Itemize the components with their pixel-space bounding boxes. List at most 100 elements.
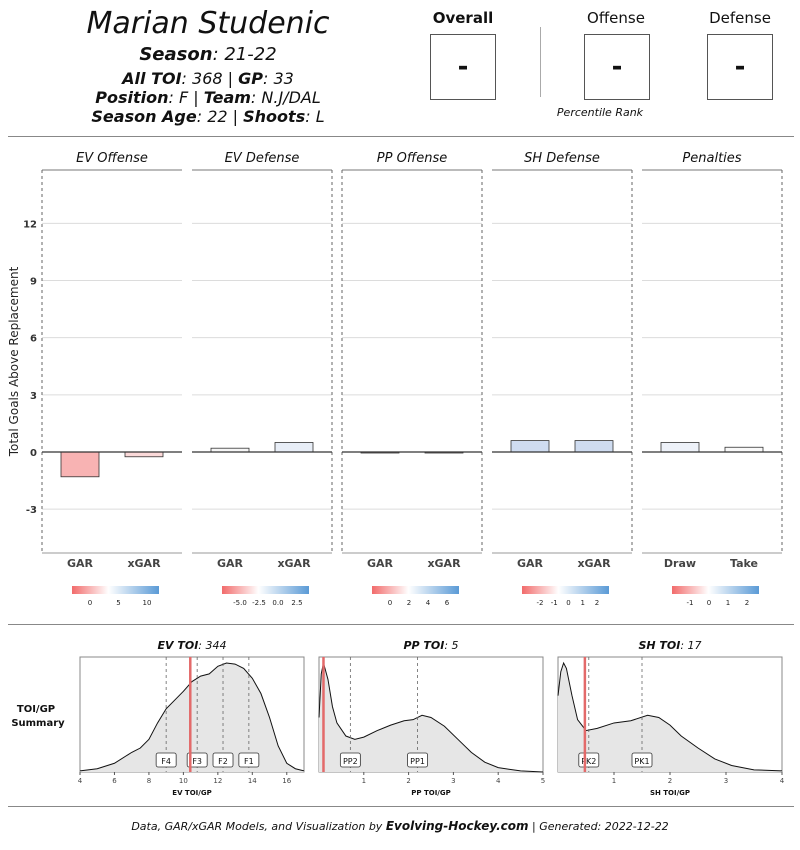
offense-title: Offense (587, 9, 645, 27)
density-title-value: : 5 (444, 639, 458, 652)
defense-score-box: - (707, 34, 773, 100)
legend-tick-label: -5.0 (233, 599, 247, 607)
bar-xgar (124, 451, 164, 458)
toi-value: : 368 | (181, 69, 239, 88)
density-area (80, 663, 304, 772)
ref-label: F3 (192, 757, 202, 766)
footer-brand: Evolving-Hockey.com (385, 819, 529, 833)
x-axis-label: PP TOI/GP (411, 789, 450, 797)
season-label: Season (139, 44, 213, 65)
legend-tick-label: -2 (537, 599, 544, 607)
x-tick-label: 12 (213, 777, 222, 785)
position-label: Position (95, 88, 169, 107)
x-tick-label: 16 (282, 777, 291, 785)
bar-xgar (274, 442, 314, 453)
density-title: PP TOI: 5 (403, 639, 458, 652)
density-title-value: : 17 (680, 639, 701, 652)
legend-tick-label: -2.5 (252, 599, 266, 607)
density-area (558, 663, 782, 772)
x-tick-label: 5 (541, 777, 545, 785)
gp-value: : 33 (262, 69, 294, 88)
x-tick-label: 1 (362, 777, 366, 785)
x-tick-label: 4 (780, 777, 785, 785)
y-tick-label: 3 (30, 391, 37, 402)
legend-tick-label: 0 (388, 599, 392, 607)
legend-colorbar (222, 586, 309, 594)
x-tick-label: GAR (217, 557, 244, 570)
density-curve (79, 662, 305, 772)
x-tick-label: GAR (67, 557, 94, 570)
bar-gar (60, 451, 100, 478)
team-label: Team (203, 88, 251, 107)
ref-label: PK2 (581, 757, 596, 766)
shoots-label: Shoots (243, 107, 306, 126)
legend-colorbar (672, 586, 759, 594)
legend-tick-label: 2 (595, 599, 599, 607)
x-tick-label: 3 (724, 777, 728, 785)
ref-label-box (212, 752, 234, 768)
legend-colorbar (522, 586, 609, 594)
panel-title: Penalties (682, 151, 741, 166)
density-title-bold: EV TOI (157, 639, 198, 652)
ref-label-box (631, 752, 653, 768)
x-tick-label: 10 (179, 777, 188, 785)
x-tick-label: 1 (612, 777, 616, 785)
legend-tick-label: 2 (407, 599, 411, 607)
density-title: SH TOI: 17 (638, 639, 701, 652)
x-tick-label: xGAR (427, 557, 461, 570)
ref-label-box (339, 752, 361, 768)
x-tick-label: xGAR (277, 557, 311, 570)
bar-xgar (574, 440, 614, 453)
density-title-bold: PP TOI (403, 639, 444, 652)
x-tick-label: GAR (517, 557, 544, 570)
ref-label: PP2 (343, 757, 358, 766)
panel-title: EV Defense (225, 151, 300, 166)
footer-prefix: Data, GAR/xGAR Models, and Visualization… (131, 820, 386, 833)
legend-tick-label: 4 (426, 599, 431, 607)
footer-suffix: | Generated: 2022-12-22 (528, 820, 669, 833)
x-tick-label: Take (730, 557, 758, 570)
density-curve (557, 661, 783, 772)
x-tick-label: 3 (451, 777, 455, 785)
ref-label: F4 (161, 757, 171, 766)
ref-label: F2 (218, 757, 228, 766)
y-tick-label: -3 (26, 505, 37, 516)
y-tick-label: 12 (23, 219, 37, 230)
legend-tick-label: 1 (581, 599, 585, 607)
toi-line: All TOI: 368 | GP: 33 (60, 69, 356, 88)
legend-tick-label: 10 (143, 599, 152, 607)
legend-tick-label: -1 (551, 599, 558, 607)
legend-tick-label: 2.5 (291, 599, 302, 607)
legend-tick-label: 0 (566, 599, 570, 607)
legend-tick-label: 0 (88, 599, 92, 607)
x-tick-label: xGAR (127, 557, 161, 570)
x-tick-label: 14 (248, 777, 257, 785)
row-label: TOI/GP (17, 704, 55, 715)
legend-tick-label: 5 (116, 599, 120, 607)
legend-tick-label: 1 (726, 599, 730, 607)
bar-take (724, 446, 764, 453)
x-tick-label: Draw (664, 557, 696, 570)
shoots-value: : L (305, 107, 325, 126)
bar-draw (660, 442, 700, 453)
y-tick-label: 6 (30, 334, 37, 345)
density-title-bold: SH TOI (638, 639, 680, 652)
age-value: : 22 | (196, 107, 244, 126)
position-value: : F | (168, 88, 204, 107)
x-axis-label: SH TOI/GP (650, 789, 690, 797)
y-tick-label: 0 (30, 448, 37, 459)
ref-label-box (155, 752, 177, 768)
x-tick-label: 6 (112, 777, 117, 785)
legend-colorbar (372, 586, 459, 594)
panel-title: PP Offense (377, 151, 447, 166)
legend-tick-label: 2 (745, 599, 749, 607)
player-name: Marian Studenic (86, 6, 330, 41)
divider-top (8, 136, 794, 137)
legend-tick-label: 0.0 (272, 599, 283, 607)
y-axis-label: Total Goals Above Replacement (7, 266, 21, 457)
x-tick-label: GAR (367, 557, 394, 570)
divider-middle (8, 624, 794, 625)
x-tick-label: 2 (406, 777, 410, 785)
